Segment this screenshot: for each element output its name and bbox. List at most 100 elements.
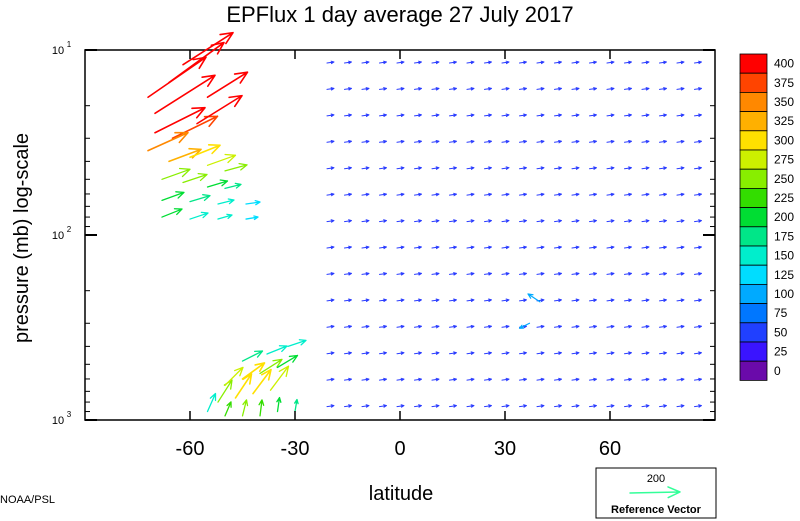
flux-arrow xyxy=(361,192,370,197)
colorbar-level-label: 200 xyxy=(774,210,794,224)
flux-arrow xyxy=(344,219,352,223)
flux-arrow xyxy=(431,139,440,144)
flux-arrow xyxy=(326,192,335,197)
plot-area xyxy=(84,49,716,421)
flux-arrow xyxy=(466,351,475,355)
y-tick-label: 10 xyxy=(52,415,64,427)
flux-arrow xyxy=(484,245,492,250)
flux-arrow xyxy=(606,404,615,408)
flux-arrow xyxy=(571,139,580,144)
flux-arrow xyxy=(519,377,527,382)
flux-arrow xyxy=(659,324,667,329)
flux-arrow xyxy=(344,87,352,91)
flux-arrow xyxy=(641,139,650,144)
flux-arrow xyxy=(414,60,422,65)
flux-arrow xyxy=(606,324,615,329)
flux-arrow xyxy=(449,272,457,276)
colorbar-level-label: 250 xyxy=(774,172,794,186)
flux-arrow xyxy=(361,351,370,355)
flux-arrow xyxy=(694,192,702,197)
flux-arrow xyxy=(484,219,492,223)
flux-arrow xyxy=(449,60,457,65)
flux-arrow xyxy=(396,113,405,117)
flux-arrow xyxy=(659,113,667,117)
flux-arrow xyxy=(326,139,335,144)
flux-arrow xyxy=(554,404,562,408)
flux-arrow xyxy=(624,351,632,355)
flux-arrow xyxy=(501,113,510,117)
flux-arrow xyxy=(466,60,475,65)
flux-arrow xyxy=(641,298,650,302)
flux-arrow xyxy=(449,351,457,355)
flux-arrow xyxy=(449,377,457,382)
flux-arrow xyxy=(624,87,632,91)
x-tick-label: 30 xyxy=(494,438,516,460)
colorbar-level-label: 75 xyxy=(774,306,788,320)
flux-arrow xyxy=(484,272,492,276)
flux-arrow xyxy=(624,377,632,382)
colorbar-swatch xyxy=(739,341,768,362)
flux-arrow xyxy=(396,245,405,250)
flux-arrow xyxy=(431,113,440,117)
flux-arrow xyxy=(379,219,387,223)
flux-arrow xyxy=(501,60,510,65)
flux-arrow xyxy=(676,298,685,302)
flux-arrow xyxy=(431,404,440,408)
flux-arrow xyxy=(624,324,632,329)
flux-arrow xyxy=(224,366,244,387)
flux-arrow xyxy=(694,60,702,65)
colorbar-swatch xyxy=(739,111,768,132)
flux-arrow xyxy=(676,192,685,197)
flux-arrow xyxy=(624,272,632,276)
flux-arrow xyxy=(466,87,475,91)
flux-arrow xyxy=(641,351,650,355)
flux-arrow xyxy=(414,298,422,302)
flux-arrow xyxy=(396,60,405,65)
flux-arrow xyxy=(344,139,352,144)
flux-arrow xyxy=(676,351,685,355)
flux-arrow xyxy=(241,399,249,417)
flux-arrow xyxy=(659,60,667,65)
flux-arrow xyxy=(206,392,217,413)
flux-arrow xyxy=(641,377,650,382)
flux-arrow xyxy=(484,139,492,144)
flux-arrow xyxy=(606,192,615,197)
flux-arrow xyxy=(361,245,370,250)
flux-arrow xyxy=(501,272,510,276)
flux-arrow xyxy=(182,31,234,66)
flux-arrow xyxy=(501,166,510,170)
flux-arrow xyxy=(326,324,335,329)
flux-arrow xyxy=(641,87,650,91)
colorbar-level-label: 350 xyxy=(774,95,794,109)
flux-arrow xyxy=(326,404,335,408)
flux-arrow xyxy=(571,404,580,408)
flux-arrow xyxy=(396,377,405,382)
flux-arrow xyxy=(206,153,237,166)
flux-arrow xyxy=(571,166,580,170)
flux-arrow xyxy=(217,379,233,403)
flux-arrow xyxy=(484,377,492,382)
flux-arrow xyxy=(466,377,475,382)
flux-arrow xyxy=(189,194,211,203)
flux-arrow xyxy=(641,404,650,408)
flux-arrow xyxy=(259,358,283,375)
flux-arrow xyxy=(641,219,650,223)
flux-arrow xyxy=(414,272,422,276)
flux-arrow xyxy=(326,87,335,91)
colorbar-level-label: 175 xyxy=(774,229,794,243)
flux-arrow xyxy=(396,192,405,197)
flux-arrow xyxy=(571,377,580,382)
flux-arrow xyxy=(484,404,492,408)
colorbar-swatch xyxy=(739,92,768,113)
flux-arrow xyxy=(501,351,510,355)
flux-arrow xyxy=(659,404,667,408)
flux-arrow xyxy=(589,139,597,144)
colorbar-level-label: 25 xyxy=(774,345,788,359)
flux-arrow xyxy=(484,324,492,329)
flux-arrow xyxy=(676,87,685,91)
flux-arrow xyxy=(466,113,475,117)
flux-arrow xyxy=(466,272,475,276)
flux-arrow xyxy=(554,351,562,355)
flux-arrow xyxy=(659,87,667,91)
